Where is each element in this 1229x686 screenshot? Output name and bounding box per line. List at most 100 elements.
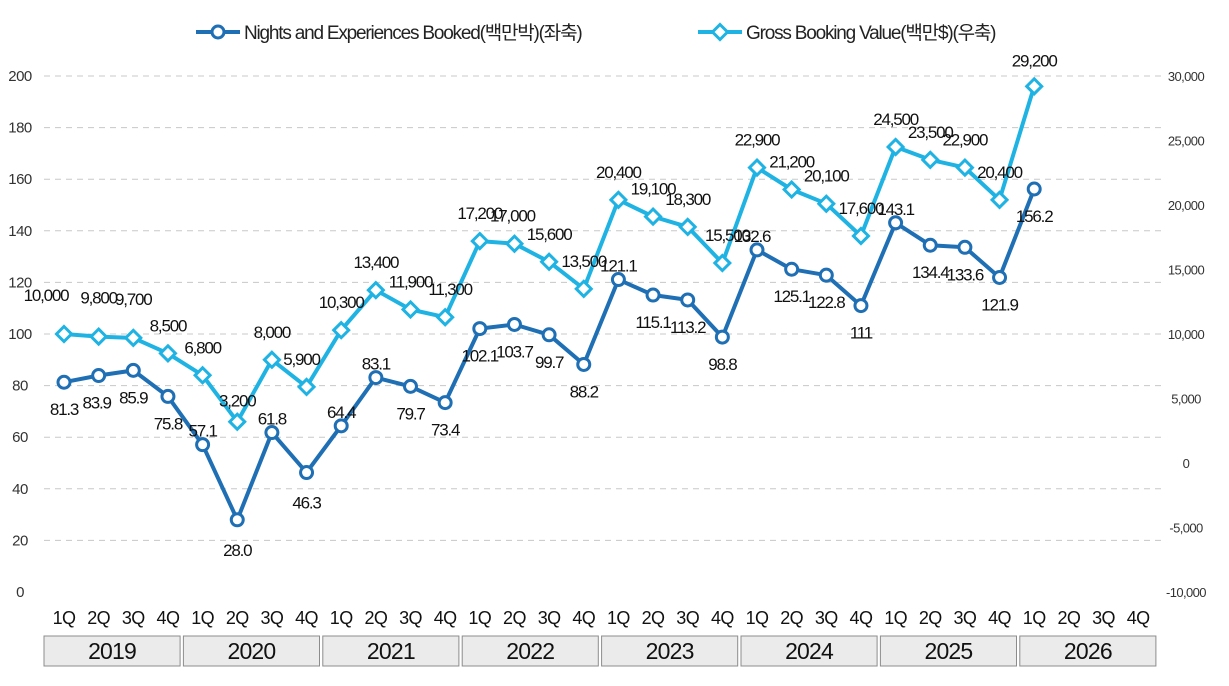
gross-booking-value-label: 6,800 [184, 338, 221, 357]
gross-booking-value-point [262, 350, 282, 370]
year-box [461, 635, 599, 667]
x-tick-label: 2Q [364, 608, 387, 628]
nights-booked-point [749, 242, 765, 258]
nights-booked-label: 73.4 [431, 421, 460, 440]
nights-booked-point [888, 215, 904, 231]
nights-booked-label: 133.6 [947, 265, 984, 284]
x-tick-label: 4Q [988, 608, 1011, 628]
right-y-tick-label: 30,000 [1168, 69, 1205, 84]
gross-booking-value-point [1024, 76, 1044, 96]
x-tick-label: 2Q [226, 608, 249, 628]
nights-booked-label: 134.4 [912, 263, 949, 282]
gross-booking-value-label: 20,400 [596, 163, 642, 182]
left-y-tick-label: 20 [12, 532, 28, 549]
left-y-tick-label: 60 [12, 429, 28, 446]
nights-booked-point [680, 292, 696, 308]
nights-booked-label: 64.4 [327, 403, 356, 422]
nights-booked-point [125, 362, 141, 378]
gross-booking-value-label: 15,600 [527, 225, 573, 244]
x-tick-label: 3Q [1092, 608, 1115, 628]
x-tick-label: 2Q [1057, 608, 1080, 628]
gross-booking-value-label: 24,500 [873, 110, 919, 129]
right-y-tick-label: 25,000 [1168, 134, 1205, 149]
gross-booking-value-point [747, 157, 767, 178]
nights-booked-label: 143.1 [877, 200, 914, 219]
right-y-tick-label: -5,000 [1169, 521, 1203, 536]
gross-booking-value-point [470, 231, 490, 251]
nights-booked-label: 83.9 [83, 394, 112, 413]
gross-booking-value-point [816, 194, 836, 214]
x-tick-label: 2Q [87, 608, 110, 628]
year-label: 2019 [88, 638, 136, 664]
left-y-tick-label: 0 [16, 584, 24, 601]
gross-booking-value-label: 9,800 [80, 289, 117, 308]
x-tick-label: 2Q [642, 608, 665, 628]
nights-booked-point [506, 316, 522, 332]
right-y-tick-label: 0 [1183, 456, 1190, 471]
gross-booking-value-point [54, 324, 74, 344]
nights-booked-point [957, 239, 973, 255]
nights-booked-label: 28.0 [223, 541, 252, 560]
x-tick-label: 2Q [919, 608, 942, 628]
right-y-tick-label: -10,000 [1166, 585, 1206, 600]
year-box [879, 635, 1018, 667]
x-tick-label: 4Q [1127, 608, 1150, 628]
nights-booked-label: 113.2 [670, 318, 706, 337]
x-tick-label: 1Q [330, 608, 353, 628]
gross-booking-value-label: 8,500 [150, 316, 187, 335]
gross-booking-value-label: 15,500 [705, 226, 751, 245]
gross-booking-value-label: 13,400 [353, 253, 399, 272]
nights-booked-label: 121.9 [981, 295, 1018, 314]
nights-booked-point [264, 425, 280, 441]
gross-booking-value-point [331, 320, 351, 340]
nights-booked-label: 122.8 [808, 293, 845, 312]
nights-booked-label: 125.1 [773, 287, 810, 306]
nights-booked-point [576, 356, 592, 372]
nights-booked-point [541, 327, 557, 343]
gross-booking-value-label: 21,200 [769, 153, 815, 172]
nights-booked-point [160, 388, 176, 404]
x-tick-label: 3Q [953, 608, 976, 628]
nights-booked-point [992, 269, 1008, 285]
x-tick-label: 1Q [607, 608, 630, 628]
x-tick-label: 2Q [503, 608, 526, 628]
nights-booked-label: 79.7 [396, 404, 425, 423]
nights-booked-label: 121.1 [600, 257, 637, 276]
gross-booking-value-point [712, 253, 732, 273]
x-tick-label: 1Q [746, 608, 769, 628]
right-y-tick-label: 10,000 [1168, 327, 1205, 342]
gross-booking-value-point [435, 307, 455, 327]
gross-booking-value-point [885, 137, 906, 157]
left-y-tick-label: 160 [8, 171, 32, 188]
gross-booking-value-point [678, 217, 698, 237]
year-label: 2021 [367, 638, 415, 664]
nights-booked-label: 132.6 [734, 227, 771, 246]
nights-booked-point [645, 287, 661, 303]
gross-booking-value-label: 22,900 [943, 131, 989, 150]
gross-booking-value-point [851, 226, 871, 246]
gross-booking-value-label: 5,900 [283, 350, 320, 369]
data-labels: 81.3 83.9 85.9 75.8 57.1 28.0 61.8 46.3 64.4 83.1… [24, 51, 1059, 560]
year-box [182, 635, 320, 667]
legend-marker-nights-booked [210, 24, 226, 40]
nights-booked-point [229, 512, 245, 528]
gross-booking-value-label: 9,700 [115, 290, 152, 309]
gross-booking-value-point [400, 299, 421, 320]
gross-booking-value-point [192, 365, 213, 385]
x-tick-label: 4Q [295, 608, 318, 628]
year-label: 2023 [646, 638, 694, 664]
legend-label-gross-booking-value: Gross Booking Value(백만$)(우축) [746, 22, 996, 44]
x-tick-label: 4Q [711, 608, 734, 628]
nights-booked-label: 115.1 [635, 313, 671, 332]
gross-booking-value-point [955, 157, 975, 178]
x-tick-label: 1Q [53, 608, 76, 628]
x-tick-label: 3Q [122, 608, 145, 628]
gross-booking-value-point [89, 326, 109, 347]
x-tick-label: 1Q [468, 608, 491, 628]
year-label: 2025 [924, 638, 972, 664]
nights-booked-point [195, 437, 211, 453]
x-tick-label: 3Q [538, 608, 561, 628]
x-tick-label: 3Q [676, 608, 699, 628]
nights-booked-point [91, 368, 107, 384]
gross-booking-value-point [574, 279, 594, 299]
